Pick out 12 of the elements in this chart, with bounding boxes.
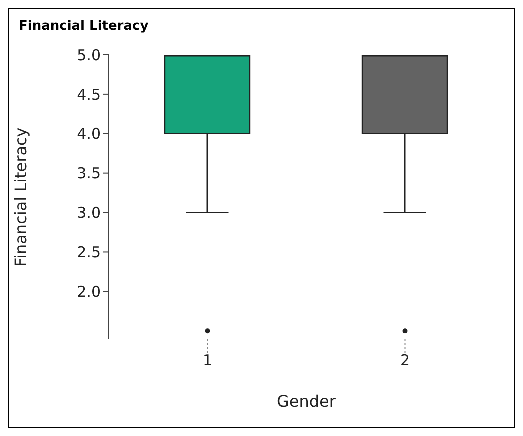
chart-title: Financial Literacy	[19, 19, 149, 34]
x-tick-label: 1	[202, 352, 213, 370]
y-tick-label: 3.0	[77, 204, 101, 222]
y-tick-label: 2.5	[77, 244, 101, 262]
x-axis-title: Gender	[277, 392, 336, 411]
y-tick-label: 4.0	[77, 125, 101, 144]
y-tick-label: 2.0	[77, 282, 101, 301]
y-tick-label: 5.0	[77, 46, 101, 64]
y-tick-label: 4.5	[77, 86, 101, 104]
x-tick-label: 2	[400, 352, 410, 370]
y-tick-label: 3.5	[77, 164, 101, 183]
y-axis-title: Financial Literacy	[12, 128, 31, 267]
